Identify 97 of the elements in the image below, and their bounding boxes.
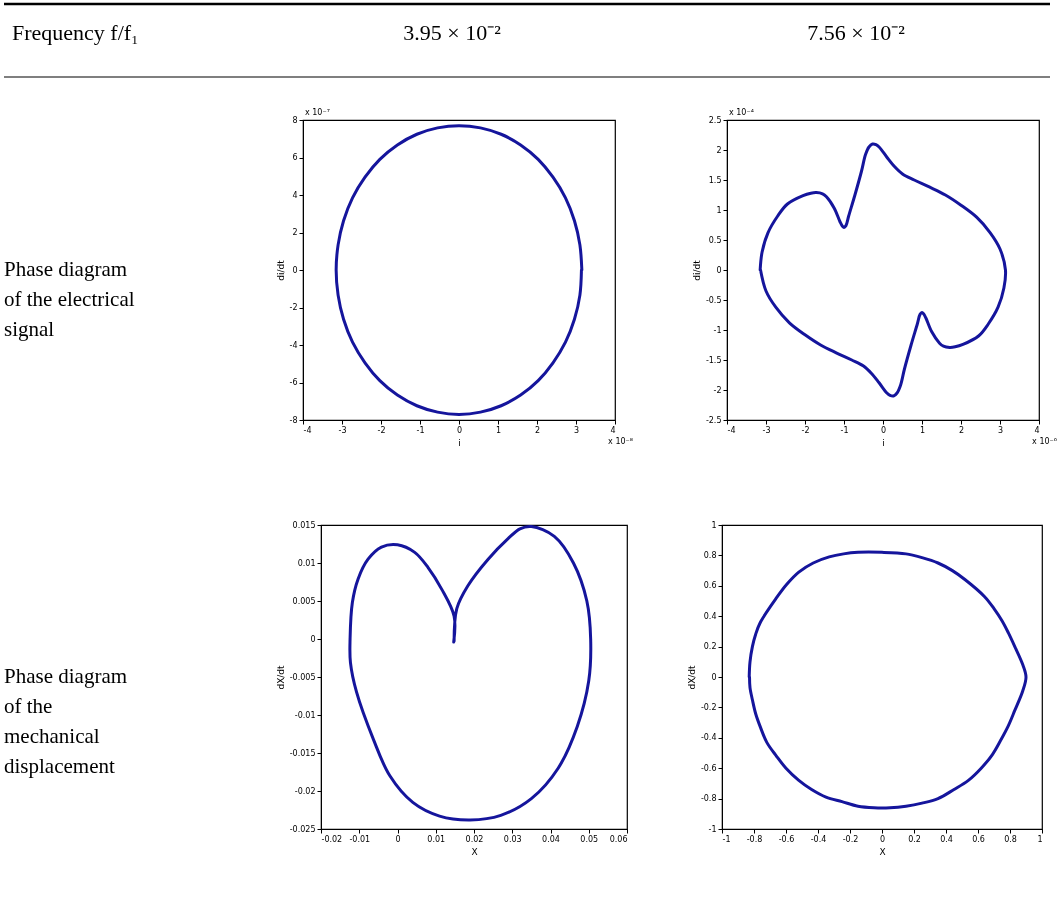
- y-tick-label: -0.025: [289, 824, 316, 834]
- text: 7.56 × 10⁻²: [807, 20, 906, 45]
- x-tick-label: -0.6: [778, 834, 795, 844]
- y-tick-label: -0.5: [705, 295, 722, 305]
- y-tick-label: -0.01: [294, 710, 316, 720]
- x-tick-label: 0.03: [503, 834, 522, 844]
- y-tick-label: -6: [289, 378, 298, 387]
- x-tick-label: -0.4: [810, 834, 827, 844]
- y-tick-label: -1.5: [705, 355, 722, 365]
- y-tick-label: -0.02: [294, 786, 316, 796]
- x-tick-label: 1: [1037, 834, 1043, 844]
- x-tick-label: 0: [880, 425, 887, 435]
- y-tick-label: -2.5: [705, 415, 722, 425]
- y-tick-label: 0.5: [708, 235, 722, 245]
- text: x 10⁻⁴: [729, 108, 754, 117]
- y-tick-label: -8: [289, 415, 298, 425]
- y-tick-label: -0.8: [700, 794, 717, 804]
- y-axis-title: dX/dt: [275, 664, 286, 690]
- y-tick-label: -0.4: [700, 733, 717, 743]
- x-tick-label: 2: [534, 425, 541, 435]
- line-series: [758, 142, 1008, 398]
- x-tick-label: -3: [762, 425, 771, 435]
- y-tick-label: 0: [292, 265, 298, 275]
- y-tick-label: -1: [713, 325, 722, 335]
- x-axis-title: X: [471, 846, 478, 857]
- x-tick-label: -0.02: [321, 834, 343, 844]
- y-tick-label: -4: [289, 340, 298, 350]
- line-series: [747, 550, 1028, 810]
- x-tick-label: 0: [395, 834, 401, 844]
- y-tick-label: 0.4: [703, 611, 717, 621]
- y-axis-title: dX/dt: [686, 664, 697, 690]
- x-tick-label: 0.02: [465, 834, 484, 844]
- x-tick-label: 0.05: [580, 834, 599, 844]
- y-tick-label: 0: [711, 672, 717, 682]
- y-tick-label: -2: [713, 385, 722, 395]
- y-tick-label: -2: [289, 303, 298, 312]
- x-tick-label: 0.06: [609, 834, 628, 844]
- y-tick-label: 0: [716, 265, 722, 275]
- x-tick-label: 0: [879, 834, 886, 844]
- x-tick-label: 1: [919, 425, 926, 435]
- x-tick-label: 0: [456, 425, 463, 435]
- x-tick-label: 1: [495, 425, 502, 435]
- x-axis-title: i: [458, 437, 461, 448]
- y-tick-label: 1: [711, 520, 717, 530]
- y-tick-label: 1.5: [708, 175, 722, 185]
- y-tick-label: 0.8: [703, 550, 717, 560]
- x-tick-label: -0.2: [842, 834, 859, 844]
- x-tick-label: -0.8: [746, 834, 763, 844]
- text: 3.95 × 10⁻²: [403, 20, 502, 45]
- y-tick-label: -0.2: [700, 702, 717, 712]
- x-tick-label: 0.4: [940, 834, 953, 844]
- y-tick-label: 4: [292, 190, 298, 200]
- y-tick-label: 2: [716, 145, 722, 155]
- x-tick-label: -3: [338, 425, 347, 435]
- y-tick-label: -1: [708, 824, 717, 834]
- text: Phase diagram of the mechanical displacement: [4, 664, 128, 778]
- y-tick-label: -0.6: [700, 763, 717, 773]
- x-tick-label: 4: [1034, 425, 1040, 435]
- y-tick-label: 8: [292, 115, 298, 125]
- x-tick-label: 0.01: [427, 834, 446, 844]
- line-series: [334, 124, 584, 416]
- x-axis-title: X: [879, 846, 886, 857]
- y-tick-label: 0.01: [297, 558, 316, 568]
- y-tick-label: -0.005: [289, 672, 316, 682]
- x-tick-label: 3: [573, 425, 580, 435]
- x-tick-label: 0.04: [542, 834, 560, 844]
- text: x 10⁻⁸: [608, 437, 633, 446]
- text: Frequency f/f₁: [12, 20, 139, 45]
- y-tick-label: 0.005: [292, 596, 316, 606]
- y-tick-label: 6: [292, 153, 298, 162]
- y-tick-label: 0.6: [703, 581, 717, 591]
- x-tick-label: -0.01: [349, 834, 371, 844]
- x-tick-label: -2: [377, 425, 386, 435]
- y-tick-label: 0.2: [703, 642, 717, 652]
- x-tick-label: -1: [840, 425, 849, 435]
- text: Phase diagram of the electrical signal: [4, 257, 135, 341]
- x-tick-label: 0.8: [1004, 834, 1017, 844]
- y-tick-label: 1: [716, 205, 722, 215]
- y-tick-label: 0.015: [292, 520, 316, 530]
- x-tick-label: 4: [610, 425, 616, 435]
- x-tick-label: -2: [801, 425, 810, 435]
- x-tick-label: 0.6: [972, 834, 985, 844]
- y-tick-label: 0: [310, 634, 316, 644]
- x-tick-label: -4: [727, 425, 736, 435]
- x-tick-label: 2: [958, 425, 965, 435]
- y-tick-label: 2: [292, 228, 298, 237]
- text: x 10⁻⁶: [1032, 437, 1057, 446]
- y-tick-label: -0.015: [289, 748, 316, 758]
- y-axis-title: di/dt: [275, 259, 286, 281]
- line-series: [348, 525, 593, 822]
- y-tick-label: 2.5: [708, 115, 722, 125]
- text: x 10⁻⁷: [305, 108, 330, 117]
- x-tick-label: -1: [416, 425, 425, 435]
- y-axis-title: di/dt: [691, 259, 702, 281]
- x-axis-title: i: [882, 437, 885, 448]
- x-tick-label: 3: [997, 425, 1004, 435]
- x-tick-label: 0.2: [908, 834, 921, 844]
